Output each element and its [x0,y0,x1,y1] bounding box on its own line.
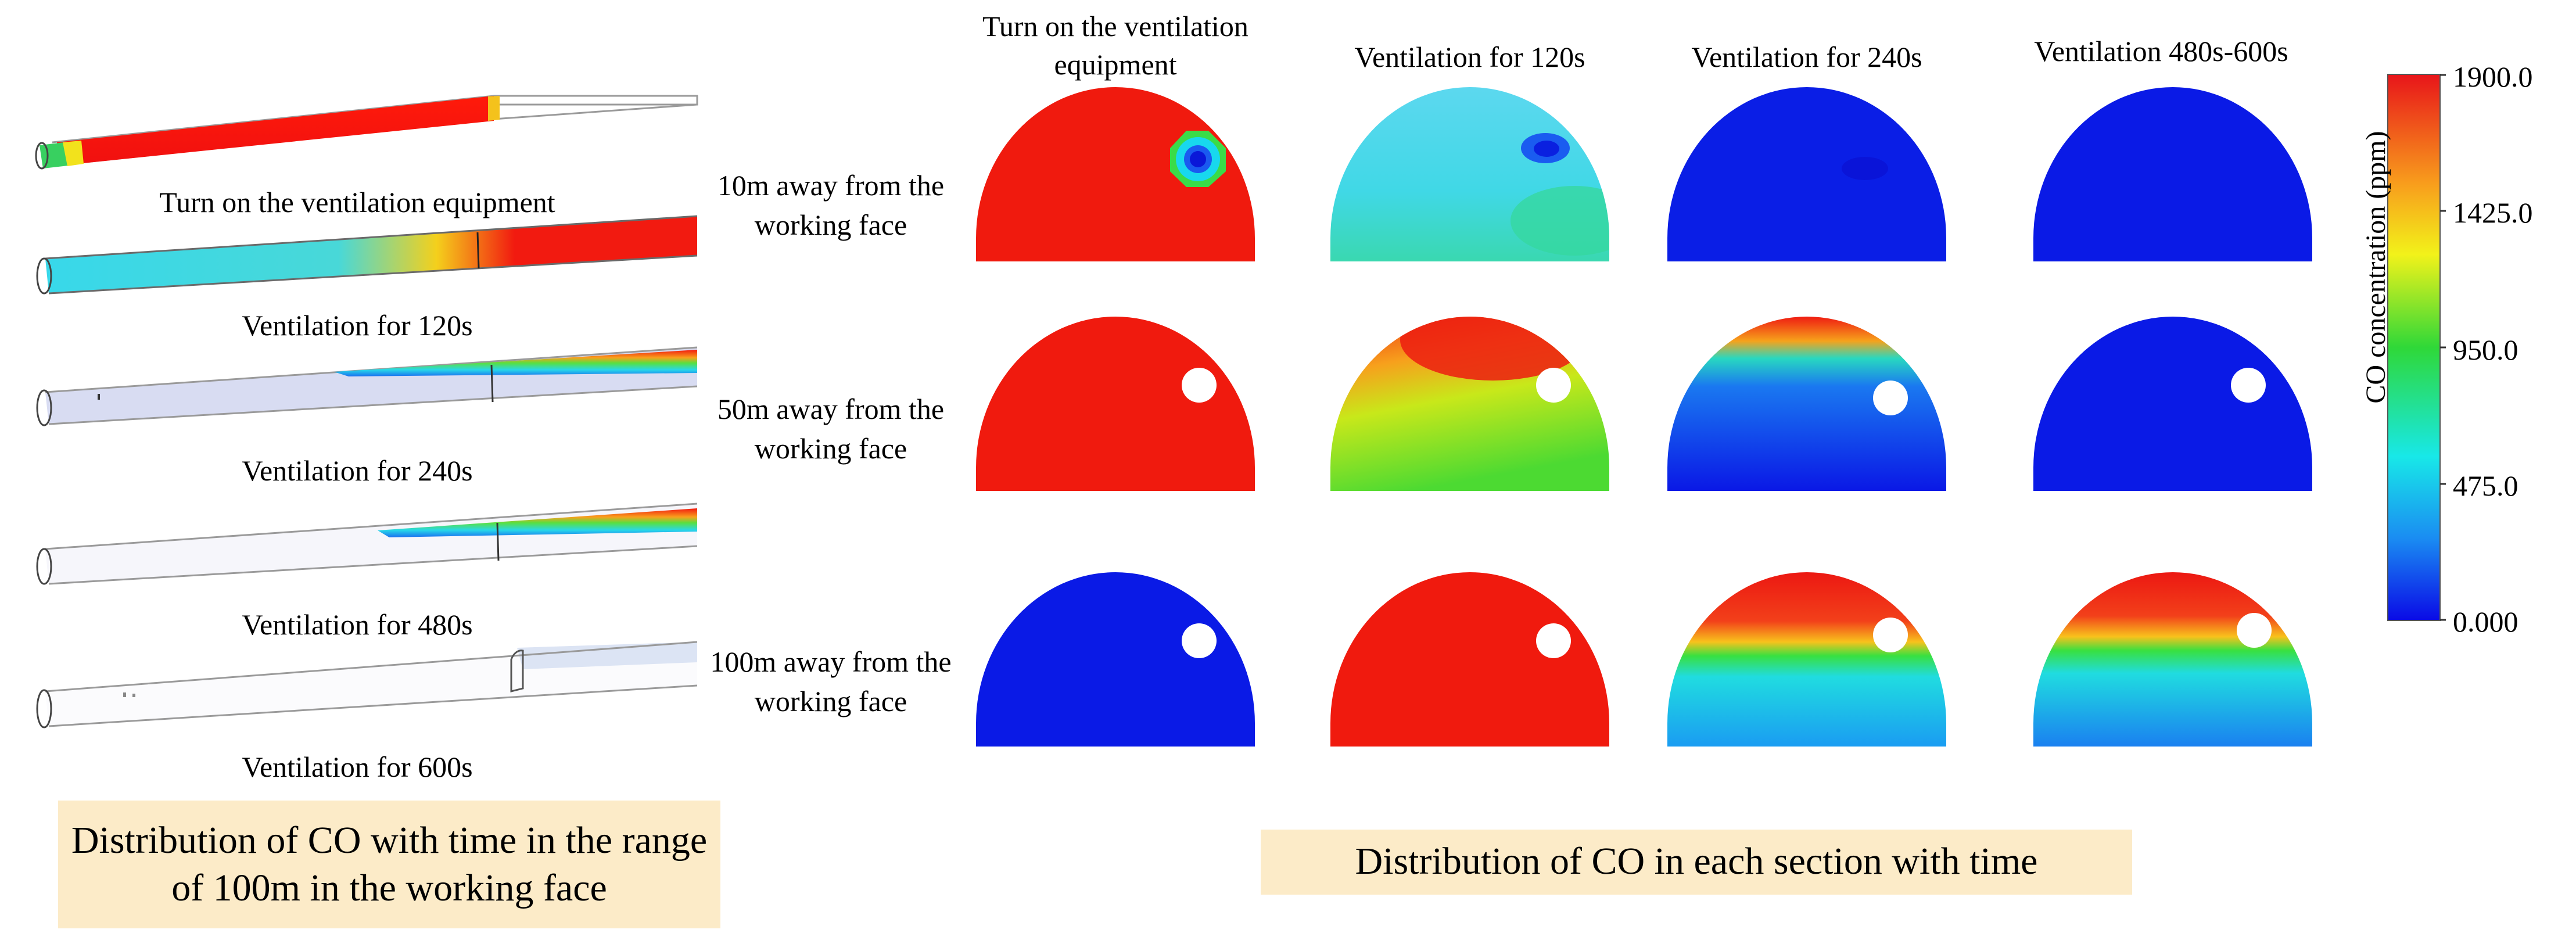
tunnel-view-120s [36,215,698,295]
colorbar-tick-950: 950.0 [2453,333,2518,366]
column-header-480s: Ventilation 480s-600s [2034,35,2288,67]
tunnel-view-start [35,95,698,170]
tunnel-label-480s: Ventilation for 480s [242,608,473,641]
tunnel-view-480s [36,503,698,585]
colorbar-tick-1425: 1425.0 [2453,196,2533,229]
colorbar-tick-max: 1900.0 [2453,60,2533,93]
tunnel-label-start: Turn on the ventilation equipment [159,186,555,218]
section-100m-240s [1667,572,1946,747]
section-100m-120s [1330,572,1609,747]
row-label-100m: 100m away from the working face [710,645,952,717]
section-100m-start [976,572,1255,747]
section-10m-480s [2033,87,2312,261]
section-50m-240s [1667,317,1946,491]
colorbar-gradient [2387,74,2446,621]
left-caption: Distribution of CO with time in the rang… [58,801,720,928]
colorbar-tick-min: 0.000 [2453,605,2518,638]
section-10m-120s [1330,87,1609,261]
section-10m-start [976,87,1255,261]
tunnel-label-600s: Ventilation for 600s [242,751,473,783]
tunnel-label-240s: Ventilation for 240s [242,454,473,487]
column-header-120s: Ventilation for 120s [1354,41,1585,73]
section-100m-480s [2033,572,2312,747]
row-label-10m: 10m away from the working face [717,169,945,241]
section-50m-start [976,317,1255,491]
column-header-240s: Ventilation for 240s [1691,41,1922,73]
section-50m-480s [2033,317,2312,491]
section-10m-240s [1667,87,1946,261]
column-header-start: Turn on the ventilation equipment [982,10,1248,81]
colorbar-tick-475: 475.0 [2453,469,2518,502]
right-caption: Distribution of CO in each section with … [1261,830,2132,895]
row-label-50m: 50m away from the working face [717,393,945,465]
tunnel-view-600s [36,641,698,728]
section-50m-120s [1330,317,1609,491]
tunnel-label-120s: Ventilation for 120s [242,309,473,342]
colorbar-title: CO concentration (ppm) [2360,131,2391,404]
tunnel-view-240s [36,346,698,426]
